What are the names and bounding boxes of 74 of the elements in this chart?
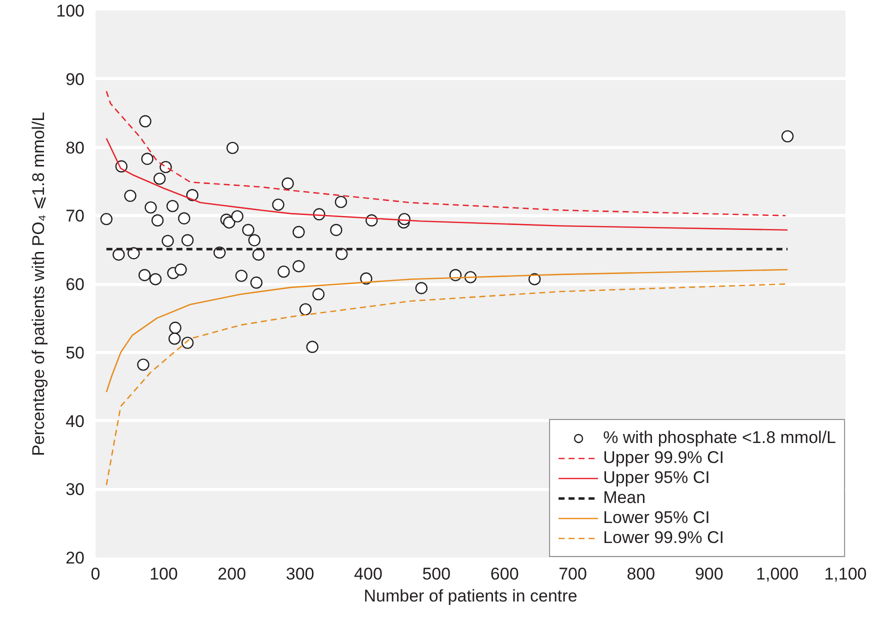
point (174, 264, 187, 276)
x-tick-label: 0 (90, 564, 100, 584)
point (166, 200, 179, 212)
y-tick-label: 20 (66, 548, 85, 568)
point (169, 322, 182, 334)
x-tick-label: 900 (694, 564, 724, 584)
y-tick-label: 40 (66, 412, 85, 431)
point (278, 266, 290, 278)
point (162, 234, 174, 248)
x-tick-label: 300 (286, 564, 314, 584)
y-tick-label: 90 (66, 70, 85, 89)
legend-label: Lower 95% CI (603, 508, 710, 528)
point (153, 172, 166, 185)
line-series (106, 268, 788, 393)
x-tick-label: 1,000 (756, 564, 799, 584)
legend-label: Mean (603, 488, 646, 508)
point (149, 273, 162, 286)
point (144, 201, 157, 214)
point (226, 142, 239, 154)
point (186, 189, 198, 202)
y-tick-label: 70 (66, 206, 85, 226)
legend-label: Upper 99.9% CI (603, 448, 724, 468)
point (168, 332, 181, 345)
point (151, 214, 164, 226)
x-tick-label: 800 (626, 564, 656, 584)
point (231, 210, 244, 222)
point (100, 212, 113, 226)
point (299, 303, 312, 316)
x-tick-label: 1,100 (824, 564, 867, 584)
point (112, 248, 125, 261)
point (292, 260, 305, 272)
point (336, 248, 348, 260)
line-series (106, 138, 788, 231)
x-tick-label: 400 (354, 564, 382, 584)
y-tick-label: 30 (66, 480, 85, 500)
y-tick-label: 50 (66, 343, 85, 362)
point (306, 340, 318, 353)
point (415, 282, 428, 294)
y-axis-title: Percentage of patients with PO₄ ⩽1.8 mmol/L (29, 112, 48, 456)
x-tick-label: 700 (558, 564, 587, 584)
y-tick-label: 100 (56, 2, 85, 20)
legend-label: Lower 99.9% CI (603, 528, 724, 548)
x-tick-label: 100 (150, 564, 178, 584)
point (181, 336, 194, 349)
point (781, 130, 794, 142)
point (312, 288, 325, 300)
point (334, 196, 348, 208)
x-axis-title: Number of patients in centre (364, 586, 578, 606)
point (252, 248, 265, 261)
point (138, 269, 151, 282)
point (242, 224, 254, 236)
point (248, 234, 260, 246)
point (272, 198, 284, 211)
point (223, 216, 236, 229)
point (181, 234, 194, 246)
y-tick-label: 60 (66, 275, 85, 294)
point (292, 226, 305, 238)
point (178, 212, 190, 224)
x-tick-label: 200 (218, 564, 246, 584)
point (137, 358, 150, 371)
point (250, 276, 263, 289)
y-tick-label: 80 (66, 138, 85, 158)
x-tick-label: 500 (422, 564, 451, 584)
legend-label: % with phosphate <1.8 mmol/L (603, 428, 836, 448)
legend-label: Upper 95% CI (603, 468, 710, 488)
point (124, 190, 136, 202)
line-series (106, 90, 786, 216)
point (139, 115, 152, 128)
point (160, 160, 172, 174)
point (235, 270, 248, 282)
point (282, 177, 294, 190)
point (330, 224, 342, 236)
point (141, 152, 154, 165)
x-tick-label: 600 (490, 564, 519, 584)
